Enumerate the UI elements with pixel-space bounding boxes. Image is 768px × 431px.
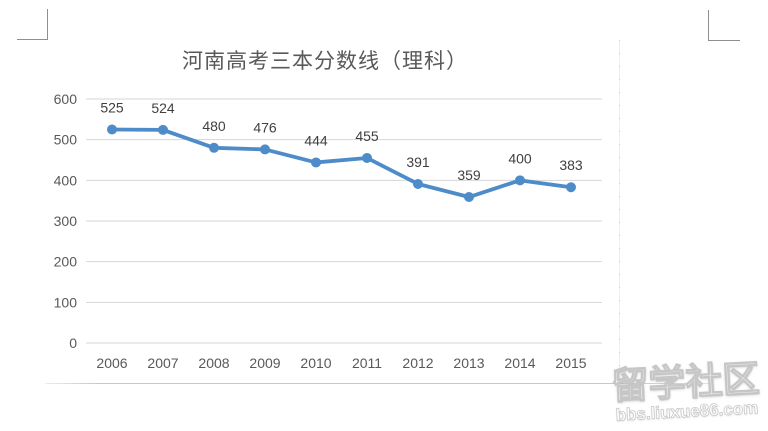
y-tick-label: 100 (54, 294, 78, 310)
y-tick-label: 0 (69, 335, 77, 351)
watermark: 留学社区 bbs.liuxue86.com (599, 358, 768, 426)
data-point (362, 152, 372, 163)
data-point (515, 175, 525, 186)
data-point-label: 525 (100, 100, 124, 116)
x-tick-label: 2010 (300, 355, 331, 371)
crop-mark-top-left-icon (17, 9, 48, 40)
y-tick-label: 400 (54, 172, 78, 188)
y-tick-label: 600 (54, 91, 78, 107)
x-tick-label: 2011 (352, 355, 382, 371)
x-tick-label: 2012 (402, 355, 433, 371)
x-tick-label: 2007 (147, 355, 178, 371)
data-point-label: 476 (253, 119, 277, 135)
data-point-label: 455 (355, 128, 379, 144)
data-point-label: 391 (406, 154, 430, 170)
bottom-rule (45, 383, 713, 384)
data-point (311, 157, 321, 168)
x-tick-label: 2015 (555, 355, 586, 371)
data-point (413, 178, 423, 189)
data-point (209, 142, 219, 153)
y-tick-label: 500 (54, 132, 78, 148)
data-point (566, 182, 576, 193)
chart-title: 河南高考三本分数线（理科） (182, 50, 468, 73)
y-tick-label: 200 (54, 254, 78, 270)
x-tick-label: 2006 (96, 355, 127, 371)
page-column-divider (619, 40, 620, 385)
data-point-label: 383 (559, 157, 583, 173)
data-point-label: 359 (457, 167, 481, 183)
data-point (158, 124, 168, 135)
x-tick-label: 2008 (198, 355, 229, 371)
data-point-label: 480 (202, 118, 226, 134)
data-point-label: 444 (304, 132, 328, 148)
x-tick-label: 2013 (453, 355, 484, 371)
data-point (107, 124, 117, 135)
x-tick-label: 2009 (249, 355, 280, 371)
data-point (464, 192, 474, 203)
series-line (110, 127, 573, 199)
y-tick-label: 300 (54, 213, 78, 229)
data-point-label: 400 (508, 150, 532, 166)
x-tick-label: 2014 (504, 355, 535, 371)
data-point-label: 524 (151, 100, 175, 116)
data-point (260, 144, 270, 155)
crop-mark-top-right-icon (708, 10, 740, 41)
